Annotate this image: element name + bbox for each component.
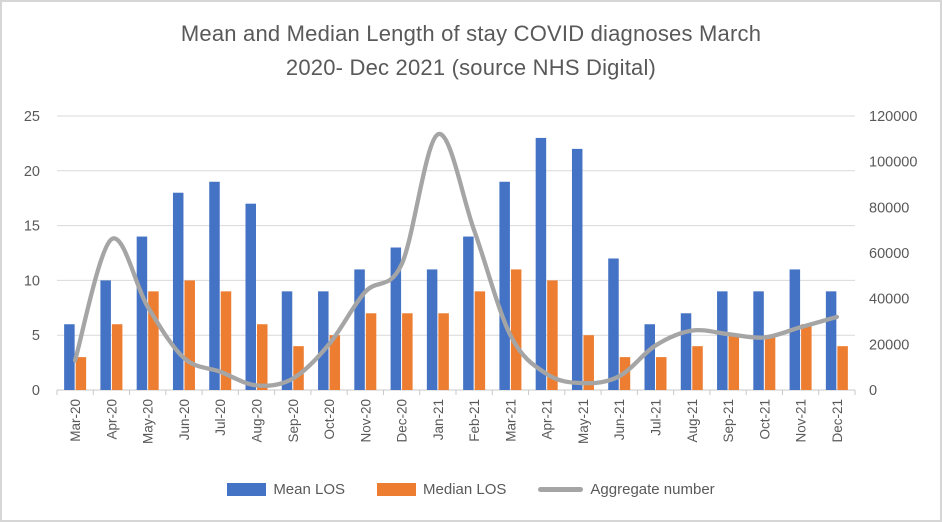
svg-text:100000: 100000 [869,155,917,171]
legend-label-median-los: Median LOS [423,481,507,498]
svg-text:Sep-21: Sep-21 [721,399,736,443]
svg-text:Oct-21: Oct-21 [757,399,772,440]
svg-text:20: 20 [24,164,40,180]
legend-swatch-aggregate-number-icon [538,487,584,492]
chart-title: Mean and Median Length of stay COVID dia… [2,17,940,85]
svg-text:Nov-21: Nov-21 [794,399,809,443]
svg-text:15: 15 [24,219,40,235]
svg-text:Mar-21: Mar-21 [503,399,518,442]
svg-text:Jun-21: Jun-21 [612,399,627,440]
svg-text:May-20: May-20 [141,399,156,444]
legend: Mean LOS Median LOS Aggregate number [2,481,940,498]
svg-text:Mar-20: Mar-20 [68,399,83,442]
svg-text:5: 5 [32,328,40,344]
svg-text:Apr-20: Apr-20 [104,399,119,440]
svg-text:20000: 20000 [869,337,909,353]
legend-swatch-mean-los-icon [227,483,267,496]
svg-text:Feb-21: Feb-21 [467,399,482,442]
legend-swatch-median-los-icon [377,483,417,496]
svg-text:80000: 80000 [869,200,909,216]
legend-label-mean-los: Mean LOS [273,481,346,498]
svg-text:Jul-20: Jul-20 [213,399,228,436]
svg-text:0: 0 [869,383,877,399]
svg-text:120000: 120000 [869,109,917,125]
svg-text:Oct-20: Oct-20 [322,399,337,440]
svg-text:10: 10 [24,273,40,289]
svg-text:Aug-21: Aug-21 [685,399,700,443]
svg-text:Jul-21: Jul-21 [649,399,664,436]
legend-item-aggregate-number: Aggregate number [538,481,715,498]
chart-title-line2: 2020- Dec 2021 (source NHS Digital) [285,55,657,80]
svg-text:0: 0 [32,383,40,399]
legend-item-median-los: Median LOS [377,481,506,498]
svg-text:Jan-21: Jan-21 [431,399,446,440]
svg-text:Jun-20: Jun-20 [177,399,192,440]
svg-text:Dec-21: Dec-21 [830,399,845,443]
svg-text:25: 25 [24,109,40,125]
legend-label-aggregate-number: Aggregate number [590,481,715,498]
svg-text:May-21: May-21 [576,399,591,444]
svg-text:Dec-20: Dec-20 [395,399,410,443]
svg-text:Apr-21: Apr-21 [540,399,555,440]
svg-text:60000: 60000 [869,246,909,262]
svg-text:Sep-20: Sep-20 [286,399,301,443]
svg-text:Aug-20: Aug-20 [250,399,265,443]
svg-text:Nov-20: Nov-20 [358,399,373,443]
svg-text:40000: 40000 [869,292,909,308]
legend-item-mean-los: Mean LOS [227,481,345,498]
chart-title-line1: Mean and Median Length of stay COVID dia… [180,21,762,46]
